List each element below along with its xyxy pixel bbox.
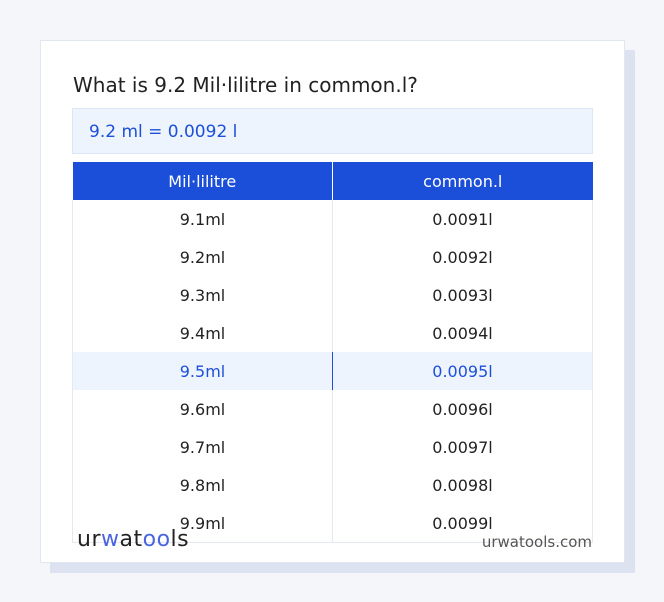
- millilitre-cell: 9.4ml: [72, 314, 333, 352]
- site-link[interactable]: urwatools.com: [481, 533, 592, 551]
- litre-cell: 0.0094l: [332, 314, 593, 352]
- litre-cell: 0.0098l: [332, 466, 593, 504]
- litre-cell: 0.0099l: [332, 504, 593, 543]
- litre-cell: 0.0092l: [332, 238, 593, 276]
- converter-card: What is 9.2 Mil·lilitre in common.l? 9.2…: [40, 40, 625, 563]
- millilitre-cell: 9.8ml: [72, 466, 333, 504]
- millilitre-cell: 9.3ml: [72, 276, 333, 314]
- litre-cell: 0.0097l: [332, 428, 593, 466]
- litre-cell: 0.0091l: [332, 200, 593, 238]
- litre-cell: 0.0095l: [332, 352, 593, 390]
- litre-cell: 0.0093l: [332, 276, 593, 314]
- millilitre-cell: 9.2ml: [72, 238, 333, 276]
- millilitre-cell: 9.1ml: [72, 200, 333, 238]
- table-row: 9.1ml 0.0091l: [72, 200, 593, 238]
- millilitre-cell: 9.9ml: [72, 504, 333, 543]
- conversion-table: Mil·lilitre common.l 9.1ml 0.0091l 9.2ml 0.…: [72, 162, 593, 543]
- conversion-result: 9.2 ml = 0.0092 l: [72, 108, 593, 154]
- table-row: 9.9ml 0.0099l: [72, 504, 593, 543]
- page-title: What is 9.2 Mil·lilitre in common.l?: [73, 73, 418, 97]
- millilitre-cell: 9.5ml: [72, 352, 333, 390]
- millilitre-cell: 9.7ml: [72, 428, 333, 466]
- table-row: 9.7ml 0.0097l: [72, 428, 593, 466]
- table-row: 9.4ml 0.0094l: [72, 314, 593, 352]
- column-header-millilitre: Mil·lilitre: [72, 162, 333, 200]
- table-row: 9.8ml 0.0098l: [72, 466, 593, 504]
- urwatools-logo[interactable]: urwatools: [77, 527, 190, 552]
- column-header-litre: common.l: [332, 162, 593, 200]
- table-row: 9.5ml 0.0095l: [72, 352, 593, 390]
- litre-cell: 0.0096l: [332, 390, 593, 428]
- table-row: 9.6ml 0.0096l: [72, 390, 593, 428]
- millilitre-cell: 9.6ml: [72, 390, 333, 428]
- table-row: 9.2ml 0.0092l: [72, 238, 593, 276]
- table-row: 9.3ml 0.0093l: [72, 276, 593, 314]
